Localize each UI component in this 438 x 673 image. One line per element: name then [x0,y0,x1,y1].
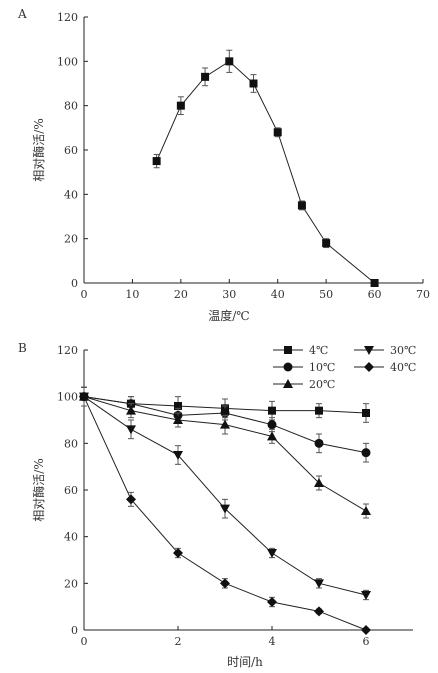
panel-b-data-point [314,579,324,589]
panel-a-y-tick-label: 0 [71,277,78,290]
panel-b-data-point [174,402,182,410]
panel-b-data-point [361,506,371,515]
panel-a-data-point [201,72,210,81]
panel-b-legend-marker [283,362,293,372]
panel-b-data-point [314,606,324,617]
panel-b-data-point [79,391,89,402]
panel-b-legend-marker [283,379,293,388]
panel-b-y-tick-label: 40 [64,531,78,544]
panel-b-legend-item-0: 4℃ [273,344,328,357]
panel-b-data-point [361,625,371,635]
panel-b-x-axis-title: 时间/h [227,655,263,669]
panel-b-legend-label: 30℃ [390,344,416,357]
panel-a-x-tick-label: 70 [416,288,430,301]
panel-b-data-point [267,597,277,607]
panel-a-x-tick-label: 50 [319,288,333,301]
panel-b-data-point [361,591,371,600]
panel-a-series-0 [152,49,379,287]
panel-a-data-point [176,101,185,110]
panel-b-data-point [220,578,230,589]
panel-b-legend-marker [284,346,292,354]
panel-b-legend-marker [364,346,374,355]
panel-a-axes [83,17,423,284]
panel-a-series [152,49,379,287]
panel-b-y-tick-label: 80 [64,437,78,450]
panel-b-data-point [267,549,277,558]
panel-b-series-3 [79,386,371,601]
panel-b-legend-label: 4℃ [309,344,328,357]
panel-a-x-tick-label: 30 [222,288,236,301]
panel-b-legend-item-3: 30℃ [354,344,416,357]
panel-a-x-tick-label: 20 [174,288,188,301]
panel-a-data-point [322,239,331,248]
panel-b-legend-item-2: 20℃ [273,378,335,391]
panel-a-y-tick-label: 120 [57,11,78,24]
panel-b-data-point [268,406,276,415]
panel-b-data-point [314,438,324,448]
panel-a-x-axis-title: 温度/℃ [208,308,249,323]
panel-b-legend-item-4: 40℃ [354,361,416,374]
panel-b-legend: 4℃ 10℃ 20℃ 30℃ 40℃ [273,344,416,391]
panel-b-legend-label: 40℃ [390,361,416,374]
panel-b-y-axis-title: 相对酶活/% [31,458,46,521]
panel-b-label: B [18,341,27,355]
panel-b: B 0 2 4 6 0 20 40 60 80 100 120 时间/h 相对酶活/% 4℃ 10℃… [18,341,416,669]
panel-b-y-ticks: 0 20 40 60 80 100 120 [57,344,88,637]
panel-b-legend-item-1: 10℃ [273,361,335,374]
panel-a-data-point [273,128,282,137]
panel-b-x-tick-label: 2 [175,635,182,648]
panel-a-y-axis-title: 相对酶活/% [31,118,46,181]
panel-b-y-tick-label: 60 [64,484,78,497]
panel-a-data-point [370,279,379,287]
panel-a-y-ticks: 0 20 40 60 80 100 120 [57,11,88,290]
panel-a-x-tick-label: 10 [125,288,139,301]
panel-a-label: A [17,7,27,21]
panel-b-data-point [361,448,371,458]
panel-b-data-point [362,409,370,417]
panel-a-data-point [225,57,234,66]
panel-a-x-tick-label: 0 [81,288,88,301]
panel-b-series-4 [79,386,371,635]
panel-b-data-point [126,425,136,435]
panel-a-data-point [152,157,161,166]
panel-a-y-tick-label: 40 [64,188,78,201]
panel-b-data-point [126,405,136,415]
panel-b-data-point [173,548,183,558]
panel-a-y-tick-label: 80 [64,100,78,113]
panel-b-x-tick-label: 4 [269,635,276,648]
panel-b-data-point [267,431,277,441]
panel-b-data-point [173,415,183,424]
panel-b-y-tick-label: 0 [71,624,78,637]
panel-a-x-tick-label: 40 [271,288,285,301]
panel-b-y-tick-label: 100 [57,391,78,404]
panel-b-data-point [315,406,323,415]
panel-b-y-tick-label: 120 [57,344,78,357]
panel-b-x-tick-label: 0 [81,635,88,648]
panel-b-y-tick-label: 20 [64,577,78,590]
panel-b-x-ticks: 0 2 4 6 [81,626,370,648]
panel-b-data-point [220,504,230,514]
panel-b-x-tick-label: 6 [363,635,370,648]
panel-a-x-ticks: 0 10 20 30 40 50 60 70 [81,279,430,301]
panel-b-data-point [314,478,324,487]
panel-a-y-tick-label: 60 [64,144,78,157]
panel-b-data-point [126,494,136,505]
panel-a-data-point [249,79,258,88]
panel-b-data-point [173,451,183,460]
panel-b-legend-marker [364,362,374,372]
panel-b-axes [83,350,413,631]
panel-b-data-point [220,419,230,429]
panel-a-y-tick-label: 20 [64,233,78,246]
panel-b-legend-label: 10℃ [309,361,335,374]
panel-b-series [79,386,371,635]
panel-a-y-tick-label: 100 [57,55,78,68]
panel-a-x-tick-label: 60 [368,288,382,301]
panel-a: A 0 10 20 30 40 50 60 70 0 20 40 60 80 100 120 温度/℃ 相… [17,7,430,323]
panel-b-legend-label: 20℃ [309,378,335,391]
panel-b-series-2 [79,386,371,519]
panel-a-series-line [156,60,375,284]
panel-b-data-point [267,420,277,430]
panel-a-data-point [297,201,306,210]
